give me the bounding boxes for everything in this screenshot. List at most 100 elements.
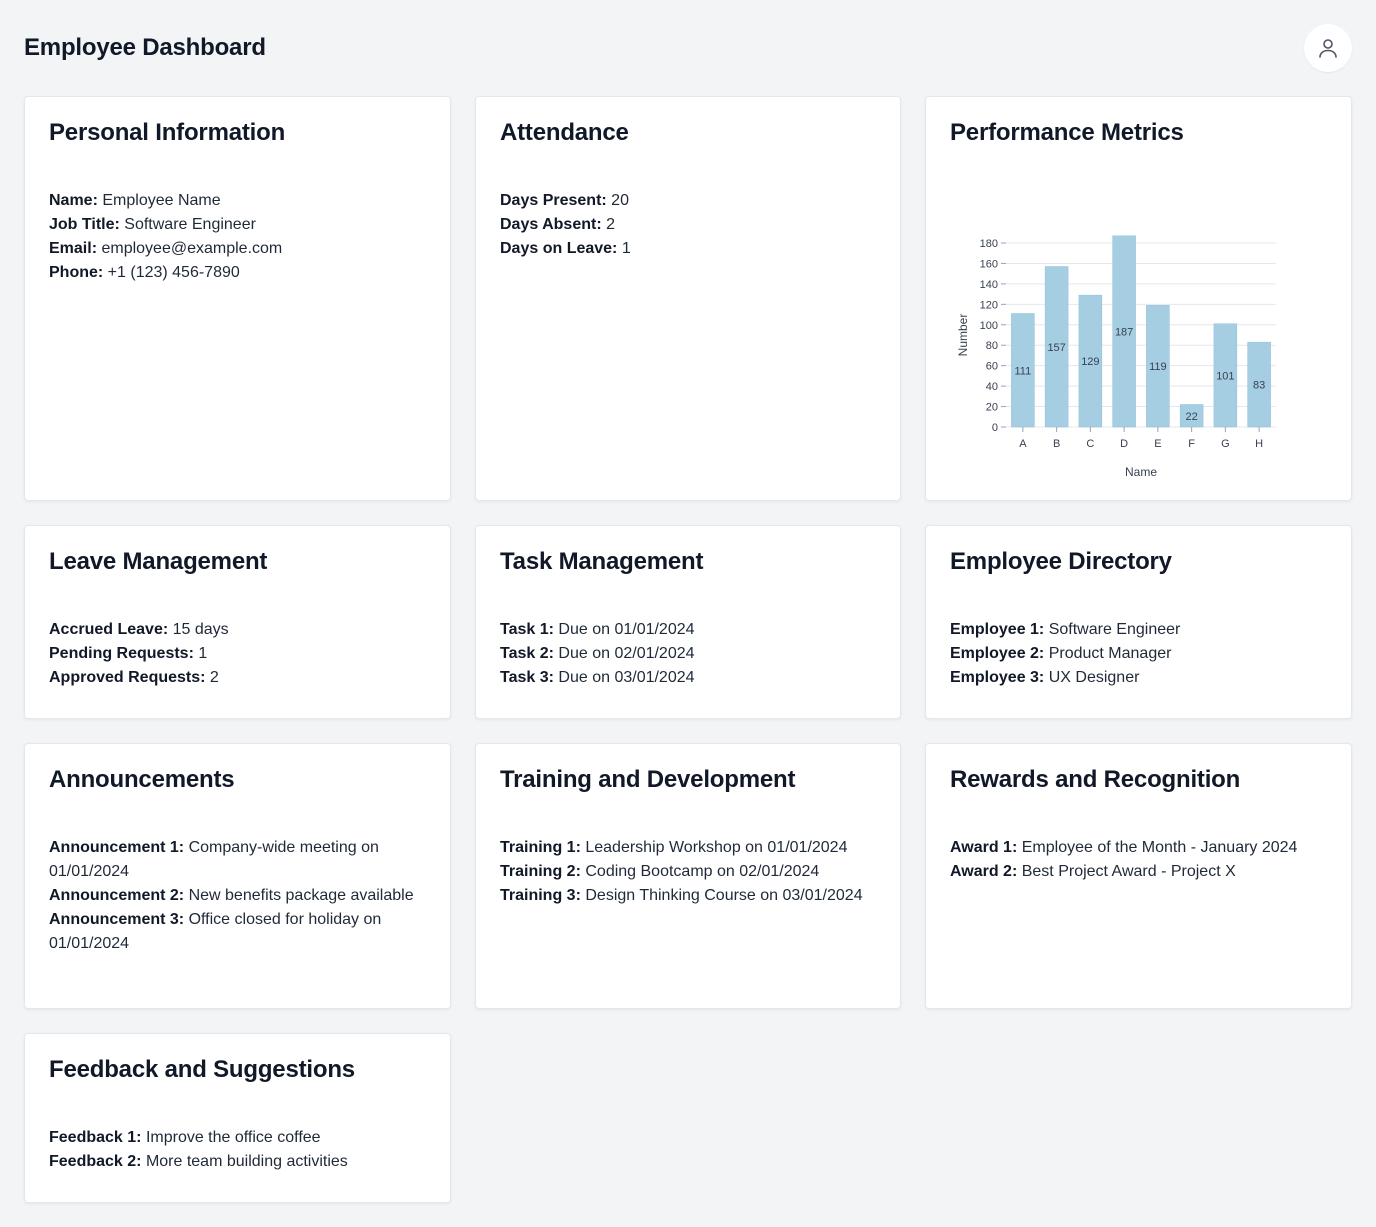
- leave-list: Accrued Leave: 15 days Pending Requests:…: [49, 618, 426, 690]
- directory-list: Employee 1: Software Engineer Employee 2…: [950, 618, 1327, 690]
- row-value: 1: [621, 240, 631, 257]
- row-label: Training 3:: [500, 887, 581, 904]
- leave-management-card: Leave Management Accrued Leave: 15 days …: [24, 525, 451, 719]
- x-tick-label: C: [1086, 438, 1094, 450]
- row-label: Email:: [49, 240, 98, 257]
- bar-value-label: 157: [1047, 342, 1065, 354]
- row-value: Software Engineer: [124, 216, 256, 233]
- row-label: Task 2:: [500, 645, 554, 662]
- row-value: Software Engineer: [1048, 621, 1181, 638]
- row-label: Announcement 1:: [49, 839, 185, 856]
- feedback-row: Feedback 2: More team building activitie…: [49, 1150, 426, 1174]
- row-value: Design Thinking Course on 03/01/2024: [585, 887, 863, 904]
- row-value: 15 days: [172, 621, 229, 638]
- directory-row: Employee 3: UX Designer: [950, 666, 1327, 690]
- row-label: Award 2:: [950, 863, 1018, 880]
- user-icon: [1319, 39, 1337, 58]
- row-label: Training 2:: [500, 863, 581, 880]
- rewards-list: Award 1: Employee of the Month - January…: [950, 836, 1327, 884]
- card-title: Performance Metrics: [950, 119, 1184, 146]
- row-value: Coding Bootcamp on 02/01/2024: [585, 863, 820, 880]
- x-tick-label: A: [1019, 438, 1027, 450]
- bar-chart: 0 20 40 60 80 100 120 140 160 180 111 A 157 B 129 C 187 D…: [956, 235, 1276, 479]
- row-label: Approved Requests:: [49, 669, 206, 686]
- row-value: Company-wide meeting on 01/01/2024: [49, 839, 379, 880]
- task-row: Task 1: Due on 01/01/2024: [500, 618, 876, 642]
- row-label: Announcement 2:: [49, 887, 185, 904]
- info-row-email: Email: employee@example.com: [49, 237, 426, 261]
- row-value: Due on 03/01/2024: [558, 669, 695, 686]
- performance-chart: 0 20 40 60 80 100 120 140 160 180 111 A 157 B 129 C 187 D…: [950, 227, 1300, 487]
- announcement-row: Announcement 2: New benefits package ava…: [49, 884, 426, 908]
- feedback-list: Feedback 1: Improve the office coffee Fe…: [49, 1126, 426, 1174]
- performance-metrics-card: Performance Metrics 0 20 40 60 80 100 120 140 16…: [925, 96, 1352, 501]
- row-value: Office closed for holiday on 01/01/2024: [49, 911, 382, 952]
- row-value: Employee of the Month - January 2024: [1021, 839, 1298, 856]
- info-row-phone: Phone: +1 (123) 456-7890: [49, 261, 426, 285]
- row-label: Accrued Leave:: [49, 621, 169, 638]
- y-tick-label: 40: [986, 381, 998, 393]
- y-tick-label: 100: [980, 320, 998, 332]
- row-label: Days Absent:: [500, 216, 602, 233]
- bar-value-label: 129: [1081, 356, 1099, 368]
- row-label: Days Present:: [500, 192, 607, 209]
- row-value: New benefits package available: [188, 887, 414, 904]
- attendance-row: Days Present: 20: [500, 189, 876, 213]
- attendance-card: Attendance Days Present: 20 Days Absent:…: [475, 96, 901, 501]
- card-title: Announcements: [49, 766, 235, 793]
- row-label: Award 1:: [950, 839, 1018, 856]
- x-tick-label: B: [1053, 438, 1060, 450]
- card-title: Leave Management: [49, 548, 268, 575]
- rewards-recognition-card: Rewards and Recognition Award 1: Employe…: [925, 743, 1352, 1009]
- row-value: employee@example.com: [101, 240, 283, 257]
- row-value: UX Designer: [1048, 669, 1140, 686]
- x-tick-label: H: [1255, 438, 1263, 450]
- row-label: Feedback 1:: [49, 1129, 142, 1146]
- x-tick-label: F: [1188, 438, 1195, 450]
- bar-value-label: 187: [1115, 326, 1133, 338]
- training-development-card: Training and Development Training 1: Lea…: [475, 743, 901, 1009]
- leave-row: Approved Requests: 2: [49, 666, 426, 690]
- row-value: Product Manager: [1048, 645, 1172, 662]
- announcement-list: Announcement 1: Company-wide meeting on …: [49, 836, 426, 956]
- announcement-row: Announcement 3: Office closed for holida…: [49, 908, 426, 956]
- y-tick-label: 0: [992, 422, 998, 434]
- x-tick-label: D: [1120, 438, 1128, 450]
- training-row: Training 3: Design Thinking Course on 03…: [500, 884, 876, 908]
- training-list: Training 1: Leadership Workshop on 01/01…: [500, 836, 876, 908]
- feedback-suggestions-card: Feedback and Suggestions Feedback 1: Imp…: [24, 1033, 451, 1203]
- row-value: 2: [606, 216, 616, 233]
- y-tick-label: 140: [980, 279, 998, 291]
- y-tick-label: 80: [986, 340, 998, 352]
- row-label: Days on Leave:: [500, 240, 618, 257]
- x-axis-title: Name: [1125, 465, 1157, 479]
- x-tick-label: G: [1221, 438, 1230, 450]
- card-title: Rewards and Recognition: [950, 766, 1241, 793]
- row-label: Task 1:: [500, 621, 554, 638]
- row-value: +1 (123) 456-7890: [107, 264, 240, 281]
- card-title: Employee Directory: [950, 548, 1172, 575]
- row-label: Training 1:: [500, 839, 581, 856]
- card-title: Attendance: [500, 119, 629, 146]
- row-label: Feedback 2:: [49, 1153, 142, 1170]
- y-tick-label: 180: [980, 238, 998, 250]
- directory-row: Employee 1: Software Engineer: [950, 618, 1327, 642]
- row-value: Due on 01/01/2024: [558, 621, 695, 638]
- award-row: Award 1: Employee of the Month - January…: [950, 836, 1327, 860]
- announcements-card: Announcements Announcement 1: Company-wi…: [24, 743, 451, 1009]
- personal-info-list: Name: Employee Name Job Title: Software …: [49, 189, 426, 285]
- y-axis-title: Number: [956, 314, 970, 357]
- attendance-row: Days Absent: 2: [500, 213, 876, 237]
- card-title: Task Management: [500, 548, 704, 575]
- bar-value-label: 22: [1186, 411, 1198, 423]
- row-value: 1: [198, 645, 208, 662]
- leave-row: Pending Requests: 1: [49, 642, 426, 666]
- profile-button[interactable]: [1304, 24, 1352, 72]
- row-value: More team building activities: [145, 1153, 348, 1170]
- info-row-name: Name: Employee Name: [49, 189, 426, 213]
- award-row: Award 2: Best Project Award - Project X: [950, 860, 1327, 884]
- y-tick-label: 60: [986, 361, 998, 373]
- page-title: Employee Dashboard: [24, 34, 266, 61]
- card-title: Personal Information: [49, 119, 286, 146]
- feedback-row: Feedback 1: Improve the office coffee: [49, 1126, 426, 1150]
